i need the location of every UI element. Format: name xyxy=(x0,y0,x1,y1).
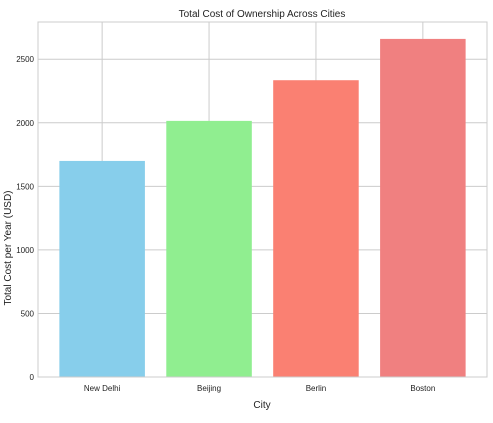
x-tick-label: New Delhi xyxy=(84,384,121,393)
x-tick-label: Beijing xyxy=(197,384,221,393)
x-axis-label: City xyxy=(253,400,270,411)
x-tick-label: Berlin xyxy=(306,384,326,393)
chart-title: Total Cost of Ownership Across Cities xyxy=(179,9,346,20)
plot-frame xyxy=(37,21,488,378)
bar-new-delhi xyxy=(59,160,145,377)
y-tick-label: 1500 xyxy=(16,182,34,191)
x-tick-label: Boston xyxy=(410,384,435,393)
bar-berlin xyxy=(273,80,359,378)
y-axis-ticks: 0 500 1000 1500 2000 2500 xyxy=(16,55,34,382)
y-tick-label: 500 xyxy=(21,309,35,318)
bar-boston xyxy=(380,38,466,378)
y-axis-label: Total Cost per Year (USD) xyxy=(3,190,14,305)
y-tick-label: 2000 xyxy=(16,119,34,128)
bar-beijing xyxy=(166,120,252,377)
y-tick-label: 0 xyxy=(30,373,35,382)
bar-series xyxy=(59,38,466,378)
x-axis-ticks: New Delhi Beijing Berlin Boston xyxy=(84,384,435,393)
y-tick-label: 2500 xyxy=(16,55,34,64)
y-tick-label: 1000 xyxy=(16,246,34,255)
